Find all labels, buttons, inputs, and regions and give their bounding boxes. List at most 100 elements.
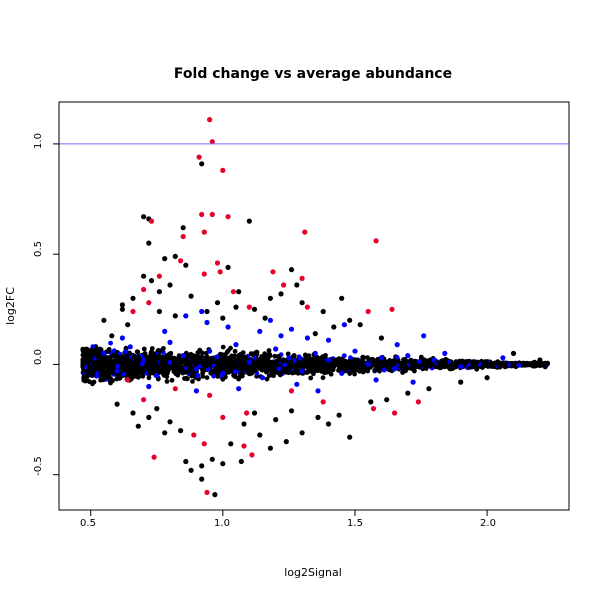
data-point bbox=[141, 397, 147, 403]
data-point bbox=[209, 139, 215, 145]
cloud-point bbox=[537, 362, 543, 368]
data-point bbox=[183, 458, 189, 465]
data-point bbox=[347, 434, 353, 440]
cloud-point bbox=[80, 346, 86, 352]
cloud-point bbox=[372, 368, 378, 373]
data-point bbox=[214, 300, 221, 306]
data-point bbox=[199, 463, 205, 469]
cloud-point bbox=[150, 370, 156, 376]
cloud-point bbox=[246, 370, 251, 376]
data-point bbox=[119, 335, 125, 341]
cloud-point bbox=[268, 361, 274, 367]
cloud-point bbox=[421, 362, 427, 367]
data-point bbox=[220, 167, 226, 173]
data-point bbox=[339, 295, 345, 301]
data-point bbox=[352, 348, 358, 354]
data-point bbox=[315, 414, 321, 420]
cloud-point bbox=[329, 365, 335, 370]
data-point bbox=[458, 364, 464, 370]
data-point bbox=[101, 350, 107, 356]
data-point bbox=[241, 421, 247, 427]
data-point bbox=[299, 368, 305, 374]
cloud-point bbox=[373, 360, 378, 366]
cloud-point bbox=[273, 369, 279, 375]
data-point bbox=[178, 258, 184, 264]
cloud-point bbox=[307, 359, 313, 365]
data-point bbox=[154, 372, 160, 379]
data-point bbox=[207, 392, 213, 398]
data-point bbox=[304, 335, 310, 341]
data-point bbox=[339, 370, 345, 376]
cloud-point bbox=[211, 373, 217, 379]
cloud-point bbox=[98, 360, 104, 366]
cloud-point bbox=[146, 372, 152, 377]
cloud-point bbox=[145, 366, 151, 372]
data-point bbox=[183, 313, 189, 319]
data-point bbox=[162, 430, 168, 436]
data-point bbox=[172, 313, 178, 319]
cloud-point bbox=[408, 360, 414, 366]
cloud-point bbox=[365, 355, 370, 360]
data-point bbox=[294, 381, 300, 387]
data-point bbox=[130, 295, 136, 301]
cloud-point bbox=[297, 355, 303, 361]
data-point bbox=[199, 476, 205, 482]
cloud-point bbox=[293, 363, 298, 368]
data-point bbox=[257, 432, 263, 438]
cloud-point bbox=[261, 358, 267, 364]
cloud-point bbox=[410, 365, 416, 371]
data-point bbox=[141, 214, 147, 220]
plot-frame bbox=[58, 101, 570, 511]
data-point bbox=[288, 388, 295, 394]
data-point bbox=[405, 353, 411, 359]
cloud-point bbox=[356, 364, 362, 370]
data-point bbox=[201, 271, 207, 277]
cloud-point bbox=[308, 375, 314, 381]
data-point bbox=[199, 308, 205, 315]
data-point bbox=[230, 289, 236, 295]
data-point bbox=[283, 439, 289, 445]
y-tick-label: 0.5 bbox=[33, 241, 44, 257]
data-point bbox=[199, 161, 205, 167]
data-point bbox=[312, 331, 318, 337]
data-point bbox=[204, 308, 210, 315]
cloud-point bbox=[190, 379, 195, 384]
data-point bbox=[281, 282, 287, 288]
cloud-point bbox=[225, 348, 231, 354]
cloud-point bbox=[168, 350, 174, 356]
data-point bbox=[484, 375, 490, 381]
cloud-point bbox=[174, 367, 180, 373]
x-tick-label: 1.0 bbox=[214, 518, 230, 529]
cloud-point bbox=[325, 365, 331, 371]
cloud-point bbox=[220, 376, 226, 382]
data-point bbox=[415, 399, 421, 405]
y-tick-labels: -0.5 0.0 0.5 1.0 bbox=[33, 133, 44, 476]
data-point bbox=[172, 253, 178, 259]
cloud-point bbox=[428, 363, 433, 368]
cloud-point bbox=[264, 376, 270, 382]
data-point bbox=[537, 357, 543, 363]
cloud-point bbox=[282, 362, 287, 368]
cloud-point bbox=[163, 362, 169, 368]
data-point bbox=[214, 260, 221, 266]
cloud-point bbox=[473, 360, 479, 365]
cloud-point bbox=[362, 365, 368, 371]
cloud-point bbox=[94, 363, 100, 369]
cloud-point bbox=[495, 361, 501, 367]
data-point bbox=[312, 350, 318, 356]
data-point bbox=[209, 456, 215, 462]
data-point bbox=[233, 304, 239, 310]
data-point bbox=[146, 383, 152, 390]
cloud-point bbox=[158, 360, 164, 366]
cloud-point bbox=[203, 363, 209, 369]
cloud-point bbox=[96, 357, 102, 362]
data-point bbox=[162, 328, 168, 334]
cloud-point bbox=[437, 365, 443, 371]
data-point bbox=[288, 267, 295, 273]
cloud-point bbox=[303, 353, 309, 359]
cloud-point bbox=[174, 357, 180, 363]
cloud-point bbox=[352, 371, 357, 377]
data-point bbox=[207, 117, 213, 123]
cloud-point bbox=[266, 348, 272, 353]
data-point bbox=[207, 348, 213, 354]
